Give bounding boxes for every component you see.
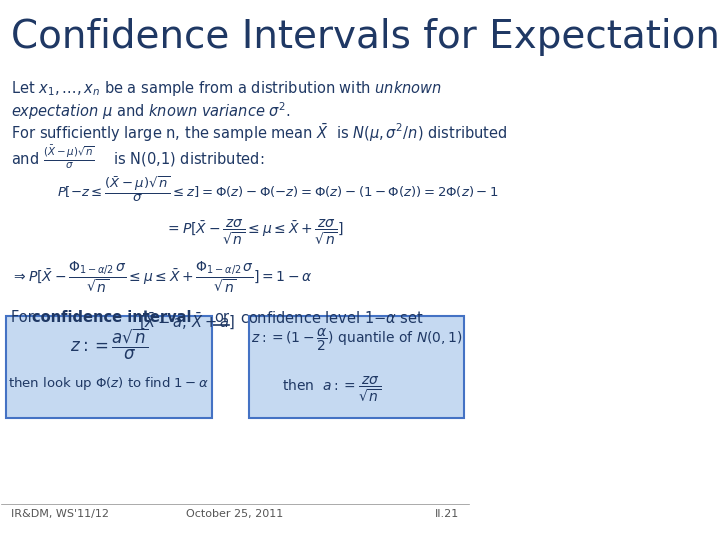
Text: For: For xyxy=(11,310,42,325)
Text: and $\frac{(\bar{X}-\mu)\sqrt{n}}{\sigma}$    is N(0,1) distributed:: and $\frac{(\bar{X}-\mu)\sqrt{n}}{\sigma… xyxy=(11,144,264,171)
Text: $= P[\bar{X} - \dfrac{z\sigma}{\sqrt{n}} \leq \mu \leq \bar{X} + \dfrac{z\sigma}: $= P[\bar{X} - \dfrac{z\sigma}{\sqrt{n}}… xyxy=(165,218,343,247)
Text: Let $x_1, \ldots, x_n$ be a sample from a distribution with $\it{unknown}$: Let $x_1, \ldots, x_n$ be a sample from … xyxy=(11,79,442,98)
Text: $z := (1 - \dfrac{\alpha}{2})$ quantile of $N(0,1)$: $z := (1 - \dfrac{\alpha}{2})$ quantile … xyxy=(251,326,463,353)
Text: $\it{expectation}$ $\mu$ and $\it{known\ variance}$ $\sigma^2$.: $\it{expectation}$ $\mu$ and $\it{known\… xyxy=(11,101,291,123)
Text: For sufficiently large n, the sample mean $\bar{X}$  is $N(\mu, \sigma^2/n)$ dis: For sufficiently large n, the sample mea… xyxy=(11,122,507,144)
Text: then  $a := \dfrac{z\sigma}{\sqrt{n}}$: then $a := \dfrac{z\sigma}{\sqrt{n}}$ xyxy=(282,375,381,404)
Text: $z := \dfrac{a\sqrt{n}}{\sigma}$: $z := \dfrac{a\sqrt{n}}{\sigma}$ xyxy=(70,326,148,362)
Text: $[\bar{X} - a,\, \bar{X} + a]$: $[\bar{X} - a,\, \bar{X} + a]$ xyxy=(139,310,235,330)
Text: or: or xyxy=(214,310,229,325)
Text: then look up $\Phi(z)$ to find $1-\alpha$: then look up $\Phi(z)$ to find $1-\alpha… xyxy=(9,375,210,392)
Text: II.21: II.21 xyxy=(435,509,459,519)
FancyBboxPatch shape xyxy=(6,316,212,418)
Text: $\Rightarrow P[\bar{X} - \dfrac{\Phi_{1-\alpha/2}\,\sigma}{\sqrt{n}} \leq \mu \l: $\Rightarrow P[\bar{X} - \dfrac{\Phi_{1-… xyxy=(11,260,312,295)
FancyBboxPatch shape xyxy=(249,316,464,418)
Text: Confidence Intervals for Expectations (1): Confidence Intervals for Expectations (1… xyxy=(11,17,720,56)
Text: $P[-z \leq \dfrac{(\bar{X}-\mu)\sqrt{n}}{\sigma} \leq z] = \Phi(z) - \Phi(-z) = : $P[-z \leq \dfrac{(\bar{X}-\mu)\sqrt{n}}… xyxy=(58,174,499,204)
Text: October 25, 2011: October 25, 2011 xyxy=(186,509,284,519)
Text: confidence interval: confidence interval xyxy=(32,310,192,325)
Text: IR&DM, WS'11/12: IR&DM, WS'11/12 xyxy=(11,509,109,519)
Text: confidence level $1\mathrm{-}\alpha$ set: confidence level $1\mathrm{-}\alpha$ set xyxy=(240,310,424,326)
